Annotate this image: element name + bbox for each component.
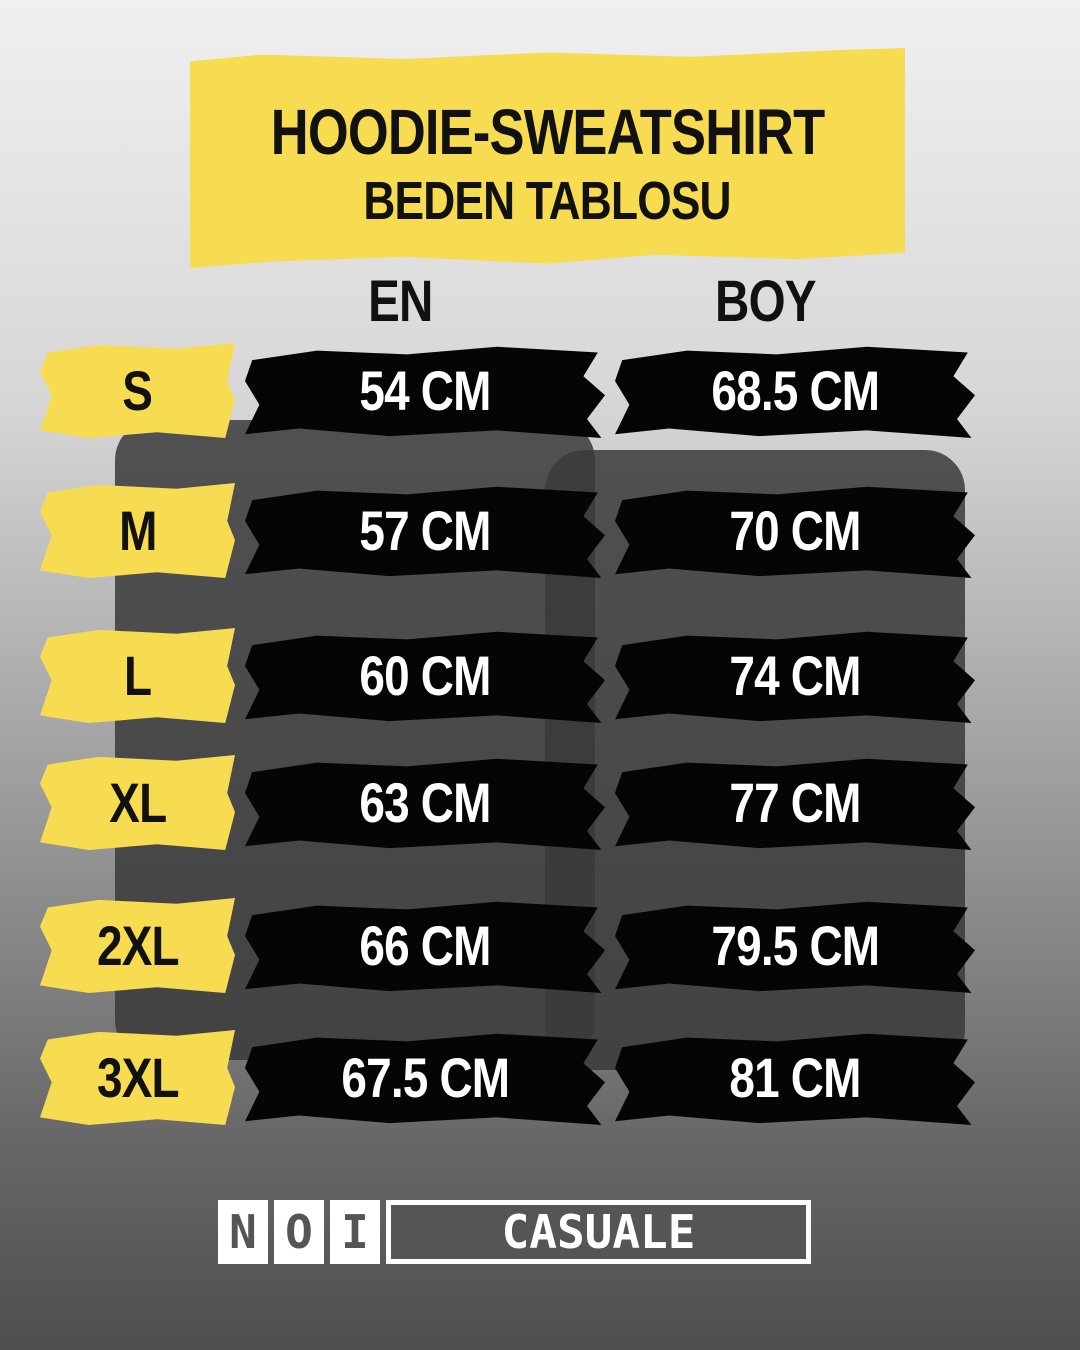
- en-value: 60 CM: [245, 631, 605, 723]
- brand-logo: N O I CASUALE: [218, 1200, 811, 1264]
- logo-wordmark: CASUALE: [391, 1205, 806, 1259]
- size-label: XL: [40, 755, 235, 850]
- boy-value: 77 CM: [615, 758, 975, 850]
- column-header-en: EN: [367, 269, 433, 334]
- size-label: L: [40, 628, 235, 723]
- logo-letter: I: [330, 1200, 380, 1264]
- en-value: 66 CM: [245, 901, 605, 993]
- column-header-boy: BOY: [714, 269, 816, 334]
- boy-value: 81 CM: [615, 1033, 975, 1125]
- page-title: HOODIE-SWEATSHIRT: [270, 96, 825, 168]
- logo-letter: N: [218, 1200, 268, 1264]
- en-value: 54 CM: [245, 346, 605, 438]
- title-banner: [190, 48, 905, 268]
- size-row: 2XL 66 CM 79.5 CM: [0, 898, 1080, 993]
- boy-value: 74 CM: [615, 631, 975, 723]
- boy-value: 70 CM: [615, 486, 975, 578]
- size-row: 3XL 67.5 CM 81 CM: [0, 1030, 1080, 1125]
- page-subtitle: BEDEN TABLOSU: [363, 171, 732, 231]
- size-label: 2XL: [40, 898, 235, 993]
- en-value: 67.5 CM: [245, 1033, 605, 1125]
- size-row: S 54 CM 68.5 CM: [0, 343, 1080, 438]
- size-row: M 57 CM 70 CM: [0, 483, 1080, 578]
- size-label: 3XL: [40, 1030, 235, 1125]
- size-label: M: [40, 483, 235, 578]
- en-value: 57 CM: [245, 486, 605, 578]
- size-label: S: [40, 343, 235, 438]
- en-value: 63 CM: [245, 758, 605, 850]
- boy-value: 79.5 CM: [615, 901, 975, 993]
- boy-value: 68.5 CM: [615, 346, 975, 438]
- size-row: L 60 CM 74 CM: [0, 628, 1080, 723]
- size-row: XL 63 CM 77 CM: [0, 755, 1080, 850]
- logo-letter: O: [274, 1200, 324, 1264]
